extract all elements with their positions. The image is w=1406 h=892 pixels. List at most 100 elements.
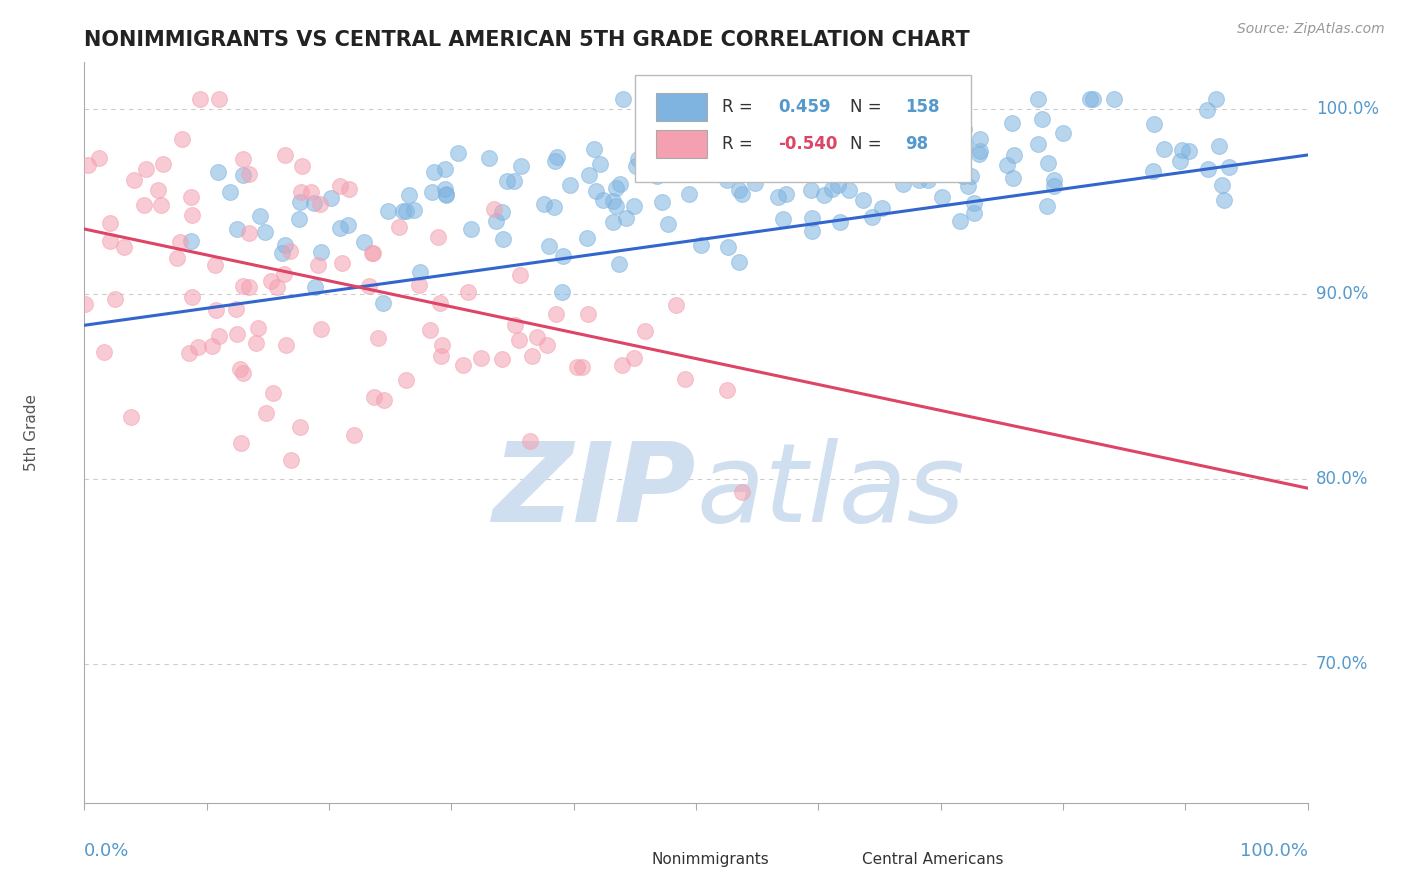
Point bbox=[291, 159, 314, 173]
Point bbox=[659, 126, 682, 140]
Point bbox=[343, 428, 366, 442]
Point bbox=[353, 235, 375, 249]
Point bbox=[484, 202, 506, 217]
Point bbox=[1142, 164, 1164, 178]
Point bbox=[274, 148, 297, 162]
Point bbox=[288, 420, 311, 434]
Point bbox=[576, 307, 599, 321]
Point bbox=[605, 181, 627, 195]
Point bbox=[402, 203, 425, 218]
Point bbox=[408, 277, 430, 292]
Point bbox=[688, 156, 710, 170]
Point bbox=[657, 217, 679, 231]
Point bbox=[1002, 171, 1025, 186]
Point bbox=[179, 346, 201, 360]
Point bbox=[550, 285, 572, 299]
Point bbox=[120, 410, 142, 425]
Point bbox=[838, 183, 860, 197]
Point bbox=[800, 211, 823, 226]
Text: 100.0%: 100.0% bbox=[1316, 100, 1379, 118]
Point bbox=[1042, 179, 1064, 194]
Text: 100.0%: 100.0% bbox=[1240, 842, 1308, 860]
Point bbox=[201, 338, 224, 352]
Point bbox=[673, 372, 696, 386]
Point bbox=[419, 323, 441, 337]
Point bbox=[274, 237, 297, 252]
Point bbox=[152, 157, 174, 171]
Point bbox=[1031, 112, 1053, 127]
Point bbox=[290, 186, 312, 200]
Point bbox=[1083, 93, 1105, 107]
Point bbox=[122, 173, 145, 187]
Point bbox=[943, 105, 966, 120]
Point bbox=[839, 165, 862, 179]
Point bbox=[361, 245, 384, 260]
Point bbox=[585, 185, 607, 199]
Point bbox=[254, 406, 277, 420]
Point bbox=[225, 301, 247, 316]
Point bbox=[319, 191, 342, 205]
Point bbox=[827, 178, 849, 193]
Point bbox=[427, 230, 450, 244]
Point bbox=[339, 181, 361, 195]
Point bbox=[917, 173, 939, 187]
Point bbox=[952, 169, 974, 183]
Point bbox=[609, 177, 631, 191]
Point bbox=[276, 337, 298, 351]
Point bbox=[891, 178, 914, 192]
Point bbox=[1143, 117, 1166, 131]
Point bbox=[496, 174, 519, 188]
Point bbox=[956, 179, 979, 194]
Point bbox=[592, 193, 614, 207]
Point bbox=[623, 351, 645, 365]
Point bbox=[1036, 156, 1059, 170]
Point bbox=[430, 338, 453, 352]
Point bbox=[969, 144, 991, 158]
Point bbox=[997, 158, 1019, 172]
Point bbox=[181, 207, 204, 221]
Point bbox=[614, 211, 637, 226]
Point bbox=[226, 326, 249, 341]
Point bbox=[794, 103, 817, 118]
Point bbox=[536, 338, 558, 352]
Point bbox=[1218, 160, 1240, 174]
Point bbox=[311, 322, 333, 336]
Point bbox=[204, 259, 226, 273]
Point bbox=[1195, 103, 1218, 118]
Point bbox=[225, 222, 247, 236]
Text: 90.0%: 90.0% bbox=[1316, 285, 1368, 302]
Point bbox=[208, 328, 231, 343]
Point bbox=[270, 246, 292, 260]
Point bbox=[828, 164, 851, 178]
Point bbox=[890, 134, 912, 148]
Point bbox=[624, 159, 647, 173]
Point bbox=[917, 136, 939, 150]
Point bbox=[434, 186, 457, 201]
Point bbox=[249, 209, 271, 223]
Point bbox=[576, 231, 599, 245]
Point bbox=[337, 218, 360, 232]
Point bbox=[169, 235, 191, 249]
Point bbox=[395, 203, 418, 218]
Point bbox=[238, 280, 260, 294]
Point bbox=[446, 146, 468, 161]
Point bbox=[423, 165, 446, 179]
Point bbox=[766, 128, 789, 142]
Point bbox=[845, 118, 868, 132]
Point bbox=[602, 194, 624, 208]
Point bbox=[526, 330, 548, 344]
Point bbox=[232, 168, 254, 182]
Point bbox=[891, 93, 914, 107]
Point bbox=[367, 330, 389, 344]
Point bbox=[800, 224, 823, 238]
Text: -0.540: -0.540 bbox=[778, 135, 838, 153]
Point bbox=[166, 251, 188, 265]
Point bbox=[612, 93, 634, 107]
Point bbox=[76, 158, 98, 172]
Point bbox=[434, 188, 457, 202]
Point bbox=[870, 201, 893, 215]
Point bbox=[290, 195, 312, 210]
Point bbox=[148, 183, 170, 197]
Point bbox=[134, 198, 156, 212]
Point bbox=[1212, 193, 1234, 207]
